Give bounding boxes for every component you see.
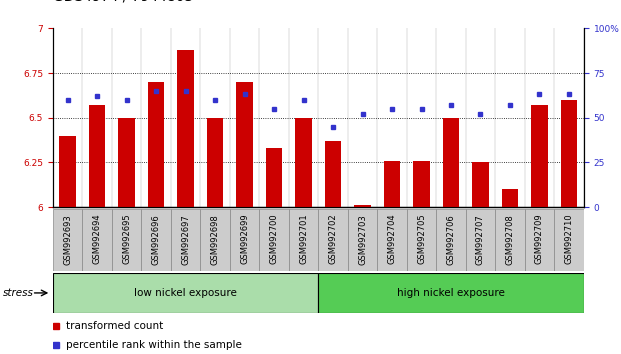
Bar bbox=[60, 136, 76, 207]
Bar bbox=[384, 161, 400, 207]
Text: GSM992702: GSM992702 bbox=[329, 214, 337, 264]
Bar bbox=[378, 209, 407, 271]
Text: GSM992699: GSM992699 bbox=[240, 214, 249, 264]
Text: GSM992703: GSM992703 bbox=[358, 214, 367, 264]
Bar bbox=[207, 118, 223, 207]
Text: GSM992697: GSM992697 bbox=[181, 214, 190, 264]
Text: transformed count: transformed count bbox=[66, 321, 163, 331]
Bar bbox=[325, 141, 341, 207]
Bar bbox=[289, 209, 318, 271]
Bar bbox=[407, 209, 437, 271]
Text: GSM992707: GSM992707 bbox=[476, 214, 485, 264]
Text: GSM992694: GSM992694 bbox=[93, 214, 101, 264]
Text: stress: stress bbox=[3, 288, 34, 298]
Text: GSM992693: GSM992693 bbox=[63, 214, 72, 264]
Bar bbox=[296, 118, 312, 207]
Bar bbox=[319, 209, 348, 271]
Bar bbox=[502, 189, 518, 207]
Bar bbox=[53, 209, 82, 271]
Text: GSM992706: GSM992706 bbox=[446, 214, 455, 264]
Bar bbox=[178, 50, 194, 207]
Bar bbox=[561, 100, 577, 207]
Bar bbox=[171, 209, 200, 271]
Text: GDS4974 / 7944803: GDS4974 / 7944803 bbox=[53, 0, 193, 4]
Bar bbox=[348, 209, 378, 271]
Text: GSM992710: GSM992710 bbox=[564, 214, 573, 264]
Bar bbox=[443, 118, 459, 207]
Bar bbox=[200, 209, 230, 271]
Text: low nickel exposure: low nickel exposure bbox=[134, 288, 237, 298]
Bar bbox=[89, 105, 105, 207]
Bar bbox=[230, 209, 260, 271]
Text: GSM992696: GSM992696 bbox=[152, 214, 160, 264]
Bar bbox=[260, 209, 289, 271]
Text: GSM992701: GSM992701 bbox=[299, 214, 308, 264]
Bar bbox=[148, 82, 164, 207]
Text: percentile rank within the sample: percentile rank within the sample bbox=[66, 340, 242, 350]
Bar bbox=[82, 209, 112, 271]
Text: GSM992705: GSM992705 bbox=[417, 214, 426, 264]
Bar bbox=[237, 82, 253, 207]
Bar bbox=[142, 209, 171, 271]
Text: GSM992700: GSM992700 bbox=[270, 214, 278, 264]
Text: GSM992708: GSM992708 bbox=[505, 214, 514, 264]
Text: GSM992695: GSM992695 bbox=[122, 214, 131, 264]
Bar bbox=[555, 209, 584, 271]
Bar bbox=[466, 209, 496, 271]
Bar bbox=[319, 273, 584, 313]
Text: GSM992709: GSM992709 bbox=[535, 214, 544, 264]
Bar bbox=[119, 118, 135, 207]
Bar bbox=[53, 273, 319, 313]
Bar bbox=[112, 209, 142, 271]
Bar bbox=[532, 105, 548, 207]
Bar bbox=[436, 209, 466, 271]
Bar bbox=[473, 162, 489, 207]
Bar bbox=[266, 148, 282, 207]
Text: GSM992704: GSM992704 bbox=[388, 214, 396, 264]
Bar bbox=[496, 209, 525, 271]
Text: GSM992698: GSM992698 bbox=[211, 214, 219, 264]
Bar bbox=[355, 205, 371, 207]
Bar bbox=[525, 209, 555, 271]
Text: high nickel exposure: high nickel exposure bbox=[397, 288, 505, 298]
Bar bbox=[414, 161, 430, 207]
